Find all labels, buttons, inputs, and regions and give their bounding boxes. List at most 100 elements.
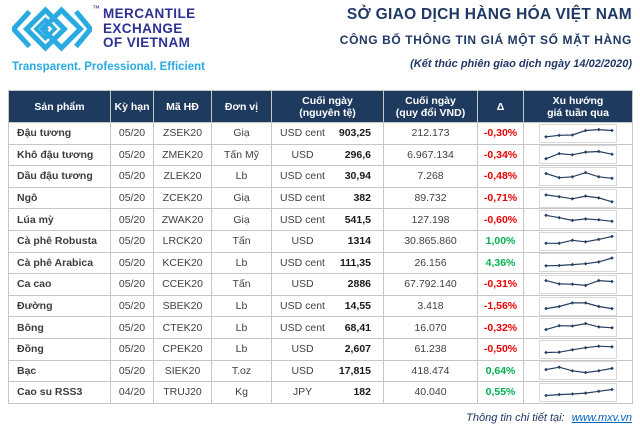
unit-cell: Tấn — [211, 273, 272, 296]
column-header-0: Sản phẩm — [8, 90, 111, 123]
sparkline-box — [539, 296, 617, 316]
trend-sparkline-chart — [544, 387, 614, 398]
trend-sparkline-chart — [544, 213, 614, 224]
unit-cell: Lb — [211, 251, 272, 275]
term-cell: 05/20 — [110, 359, 154, 383]
close-native-cell: USD 2,607 — [271, 337, 384, 361]
table-row: Đậu tương 05/20 ZSEK20 Giạ USD cent 903,25 212… — [8, 122, 633, 145]
delta-cell: -0,34% — [477, 143, 524, 167]
sparkline-box — [539, 382, 617, 402]
column-header-1: Kỳ hạn — [110, 90, 154, 123]
close-native-value: 296,6 — [344, 148, 371, 161]
currency-label: USD — [291, 235, 314, 248]
footer-note: Thông tin chi tiết tại: — [466, 412, 565, 424]
sparkline-box — [539, 188, 617, 208]
trademark-symbol: ™ — [92, 4, 100, 13]
close-vnd-cell: 3.418 — [383, 294, 478, 318]
sparkline-box — [539, 145, 617, 165]
table-row: Bạc 05/20 SIEK20 T.oz USD 17,815 418.474 0,64% — [8, 359, 633, 383]
term-cell: 05/20 — [110, 208, 154, 231]
product-name: Ca cao — [8, 273, 111, 296]
term-cell: 05/20 — [110, 229, 154, 253]
close-native-value: 30,94 — [344, 170, 371, 183]
contract-code-cell: ZWAK20 — [153, 208, 212, 231]
trend-cell — [523, 229, 633, 253]
trend-cell — [523, 381, 633, 404]
term-cell: 05/20 — [110, 165, 154, 188]
currency-label: USD cent — [280, 300, 325, 313]
trend-sparkline-chart — [544, 278, 614, 288]
unit-cell: Lb — [211, 294, 272, 318]
currency-label: USD cent — [280, 321, 325, 334]
sparkline-box — [539, 274, 617, 294]
unit-cell: T.oz — [211, 359, 272, 383]
contract-code-cell: ZCEK20 — [153, 186, 212, 210]
close-native-cell: JPY 182 — [271, 381, 384, 404]
trend-cell — [523, 359, 633, 383]
close-native-cell: USD cent 30,94 — [271, 165, 384, 188]
footer: Thông tin chi tiết tại: www.mxv.vn — [466, 412, 632, 424]
trend-sparkline-chart — [544, 365, 614, 375]
close-native-value: 2,607 — [344, 343, 371, 356]
table-row: Cao su RSS3 04/20 TRUJ20 Kg JPY 182 40.040 0,55… — [8, 381, 633, 404]
currency-label: USD — [291, 278, 314, 291]
column-header-6: Δ — [477, 90, 524, 123]
footer-link[interactable]: www.mxv.vn — [571, 412, 632, 424]
table-row: Bông 05/20 CTEK20 Lb USD cent 68,41 16.070 -0,3… — [8, 316, 633, 339]
trend-sparkline-chart — [544, 127, 614, 139]
currency-label: USD cent — [280, 192, 325, 205]
unit-cell: Tấn Mỹ — [211, 143, 272, 167]
delta-cell: 4,36% — [477, 251, 524, 275]
contract-code-cell: KCEK20 — [153, 251, 212, 275]
close-native-value: 17,815 — [338, 364, 371, 377]
currency-label: USD — [291, 148, 314, 161]
column-header-4: Cuối ngày (nguyên tệ) — [271, 90, 384, 123]
trend-sparkline-chart — [544, 192, 614, 204]
sparkline-box — [539, 231, 617, 251]
trend-sparkline-chart — [544, 321, 614, 332]
delta-cell: -0,30% — [477, 122, 524, 145]
table-row: Khô đậu tương 05/20 ZMEK20 Tấn Mỹ USD 296,6 6.… — [8, 143, 633, 167]
page-header: ™ MERCANTILE EXCHANGE OF VIETNAM Transpa… — [0, 0, 640, 88]
delta-cell: -0,48% — [477, 165, 524, 188]
sparkline-box — [539, 166, 617, 186]
delta-cell: 0,64% — [477, 359, 524, 383]
trend-cell — [523, 337, 633, 361]
close-vnd-cell: 7.268 — [383, 165, 478, 188]
trend-sparkline-chart — [544, 300, 614, 310]
session-note: (Kết thúc phiên giao dịch ngày 14/02/202… — [410, 58, 632, 70]
close-native-value: 903,25 — [338, 127, 371, 140]
table-row: Dầu đậu tương 05/20 ZLEK20 Lb USD cent 30,94 7… — [8, 165, 633, 188]
term-cell: 05/20 — [110, 294, 154, 318]
close-native-value: 382 — [353, 192, 371, 205]
delta-cell: -0,60% — [477, 208, 524, 231]
close-native-cell: USD cent 14,55 — [271, 294, 384, 318]
brand-line-3: OF VIETNAM — [103, 35, 191, 50]
trend-cell — [523, 251, 633, 275]
product-name: Lúa mỳ — [8, 208, 111, 231]
close-native-value: 14,55 — [344, 300, 371, 313]
currency-label: USD — [291, 364, 314, 377]
currency-label: USD cent — [280, 170, 325, 183]
close-native-value: 1314 — [347, 235, 371, 248]
contract-code-cell: SIEK20 — [153, 359, 212, 383]
close-vnd-cell: 418.474 — [383, 359, 478, 383]
mev-logo-icon — [12, 6, 92, 52]
close-native-cell: USD cent 111,35 — [271, 251, 384, 275]
column-header-2: Mã HĐ — [153, 90, 212, 123]
sparkline-box — [539, 339, 617, 359]
product-name: Đậu tương — [8, 122, 111, 145]
close-vnd-cell: 89.732 — [383, 186, 478, 210]
close-vnd-cell: 6.967.134 — [383, 143, 478, 167]
column-header-3: Đơn vị — [211, 90, 272, 123]
column-header-7: Xu hướng giá tuần qua — [523, 90, 633, 123]
sparkline-box — [539, 210, 617, 230]
trend-cell — [523, 122, 633, 145]
close-native-cell: USD cent 903,25 — [271, 122, 384, 145]
product-name: Bông — [8, 316, 111, 339]
price-table: Sản phẩm Kỳ hạn Mã HĐ Đơn vị Cuối ngày (nguyê… — [8, 90, 633, 404]
unit-cell: Kg — [211, 381, 272, 404]
trend-cell — [523, 186, 633, 210]
table-row: Lúa mỳ 05/20 ZWAK20 Giạ USD cent 541,5 127.198… — [8, 208, 633, 231]
